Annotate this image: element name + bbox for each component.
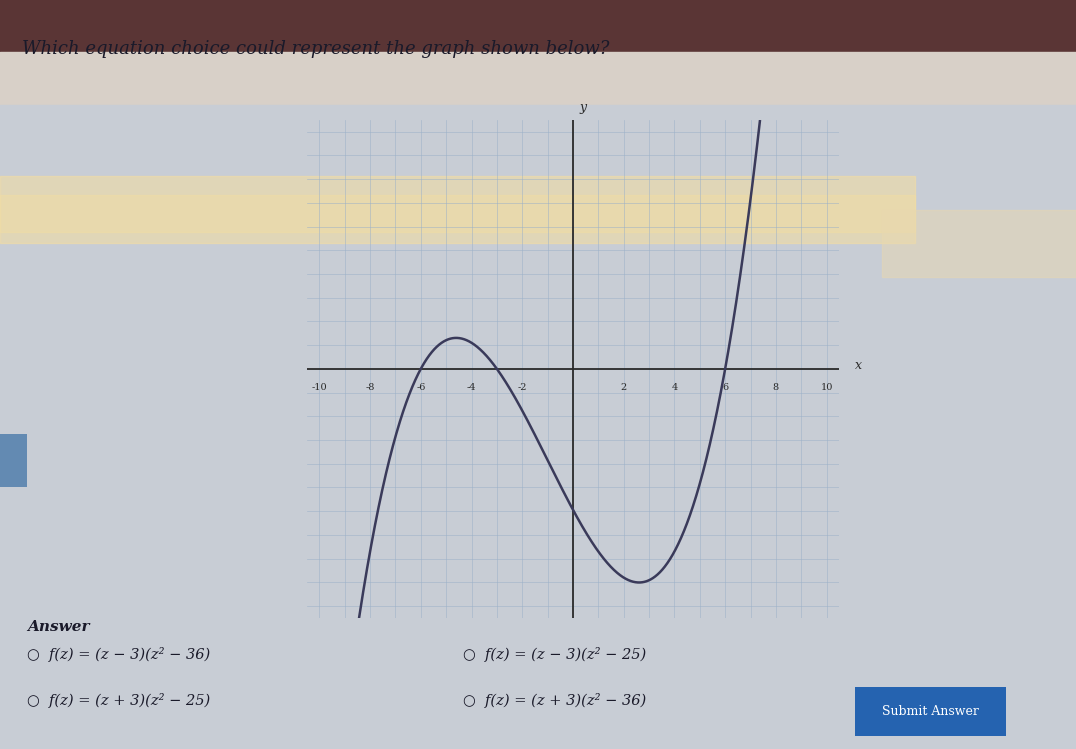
- Text: Which equation choice could represent the graph shown below?: Which equation choice could represent th…: [22, 40, 609, 58]
- Text: -8: -8: [366, 383, 374, 392]
- Text: y: y: [579, 101, 586, 115]
- Text: ○  f(z) = (z − 3)(z² − 36): ○ f(z) = (z − 3)(z² − 36): [27, 647, 210, 662]
- Text: ○  f(z) = (z + 3)(z² − 36): ○ f(z) = (z + 3)(z² − 36): [463, 693, 646, 708]
- Text: 10: 10: [820, 383, 833, 392]
- Text: -6: -6: [416, 383, 425, 392]
- Text: Answer: Answer: [27, 620, 89, 634]
- Text: 4: 4: [671, 383, 678, 392]
- Text: ○  f(z) = (z − 3)(z² − 25): ○ f(z) = (z − 3)(z² − 25): [463, 647, 646, 662]
- Text: -10: -10: [312, 383, 327, 392]
- Text: Submit Answer: Submit Answer: [882, 705, 979, 718]
- Text: 8: 8: [773, 383, 779, 392]
- Bar: [0, 434, 27, 487]
- Text: x: x: [854, 359, 862, 372]
- Text: 2: 2: [621, 383, 627, 392]
- Text: -2: -2: [518, 383, 527, 392]
- Text: ○  f(z) = (z + 3)(z² − 25): ○ f(z) = (z + 3)(z² − 25): [27, 693, 210, 708]
- Text: 6: 6: [722, 383, 728, 392]
- Text: -4: -4: [467, 383, 477, 392]
